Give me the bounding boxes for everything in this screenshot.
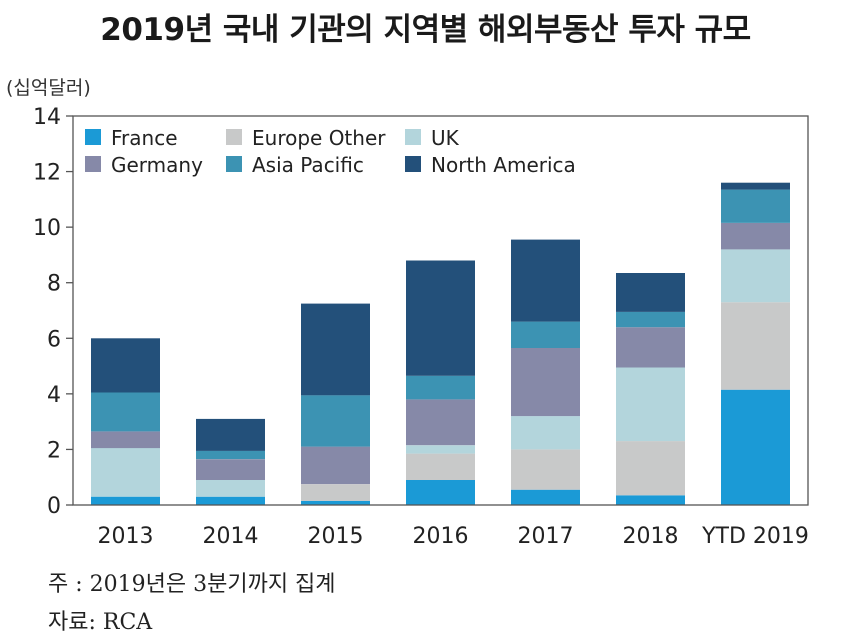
bar-north-america-2015: [301, 303, 370, 396]
bar-germany-2014: [196, 459, 265, 480]
bar-germany-2017: [511, 348, 580, 417]
bar-europe-other-2015: [301, 484, 370, 501]
legend-label-north-america: North America: [431, 153, 576, 177]
bars-layer: 2013 2014 2015 2016 2017 2018 YTD 2019: [91, 182, 809, 549]
y-tick-label: 14: [33, 105, 61, 130]
x-tick-label: 2018: [623, 524, 679, 549]
bar-uk-2017: [511, 416, 580, 450]
legend-label-france: France: [111, 126, 178, 150]
y-tick-label: 4: [47, 383, 61, 408]
legend-label-uk: UK: [431, 126, 460, 150]
bar-germany-2013: [91, 431, 160, 449]
chart-title: 2019년 국내 기관의 지역별 해외부동산 투자 규모: [100, 12, 751, 48]
legend: France Europe Other UK Germany Asia Pacific N…: [85, 126, 576, 177]
legend-swatch-france: [85, 129, 101, 145]
bar-europe-other-2017: [511, 449, 580, 490]
x-tick-label: 2015: [308, 524, 364, 549]
x-tick-label: 2016: [413, 524, 469, 549]
bar-north-america-2017: [511, 239, 580, 322]
bar-germany-2015: [301, 446, 370, 485]
bar-germany-ytd-2019: [721, 223, 790, 250]
y-tick-label: 6: [47, 327, 61, 352]
footnote: 주 : 2019년은 3분기까지 집계: [48, 572, 336, 597]
bar-europe-other-ytd-2019: [721, 302, 790, 390]
bar-asia-pacific-2017: [511, 321, 580, 348]
bar-asia-pacific-2014: [196, 450, 265, 460]
bar-uk-2018: [616, 367, 685, 442]
bar-europe-other-2016: [406, 453, 475, 480]
y-tick-label: 2: [47, 438, 61, 463]
bar-north-america-2014: [196, 418, 265, 451]
legend-swatch-germany: [85, 156, 101, 172]
x-tick-label: 2013: [98, 524, 154, 549]
y-tick-label: 8: [47, 272, 61, 297]
x-tick-label: 2017: [518, 524, 574, 549]
plot-frame: [72, 115, 809, 506]
x-tick-label: YTD 2019: [701, 524, 809, 549]
x-tick-label: 2014: [203, 524, 259, 549]
y-tick-label: 0: [47, 494, 61, 519]
bar-germany-2018: [616, 327, 685, 368]
source-note: 자료: RCA: [48, 610, 153, 635]
legend-swatch-uk: [405, 129, 421, 145]
bar-europe-other-2018: [616, 441, 685, 496]
bar-uk-2013: [91, 448, 160, 497]
bar-uk-2016: [406, 445, 475, 454]
bar-france-2015: [301, 500, 370, 505]
bar-france-2016: [406, 480, 475, 505]
legend-swatch-europe-other: [226, 129, 242, 145]
bar-france-2013: [91, 496, 160, 505]
bar-france-2014: [196, 496, 265, 505]
bar-asia-pacific-ytd-2019: [721, 189, 790, 223]
legend-swatch-north-america: [405, 156, 421, 172]
bar-asia-pacific-2013: [91, 392, 160, 432]
bar-north-america-2018: [616, 273, 685, 312]
bar-asia-pacific-2016: [406, 375, 475, 400]
bar-asia-pacific-2015: [301, 395, 370, 447]
axes-layer: 0 2 4 6 8 10 12 14: [33, 105, 809, 519]
bar-north-america-ytd-2019: [721, 182, 790, 190]
bar-france-2017: [511, 489, 580, 505]
y-tick-label: 12: [33, 161, 61, 186]
bar-france-2018: [616, 495, 685, 505]
bar-north-america-2013: [91, 338, 160, 393]
bar-asia-pacific-2018: [616, 311, 685, 328]
legend-swatch-asia-pacific: [226, 156, 242, 172]
y-axis-unit-label: (십억달러): [6, 77, 91, 99]
bar-france-ytd-2019: [721, 389, 790, 505]
y-tick-label: 10: [33, 216, 61, 241]
bar-germany-2016: [406, 399, 475, 446]
bar-north-america-2016: [406, 260, 475, 376]
legend-label-europe-other: Europe Other: [252, 126, 386, 150]
bar-uk-2014: [196, 480, 265, 497]
legend-label-asia-pacific: Asia Pacific: [252, 153, 364, 177]
legend-label-germany: Germany: [111, 153, 203, 177]
bar-uk-ytd-2019: [721, 249, 790, 303]
